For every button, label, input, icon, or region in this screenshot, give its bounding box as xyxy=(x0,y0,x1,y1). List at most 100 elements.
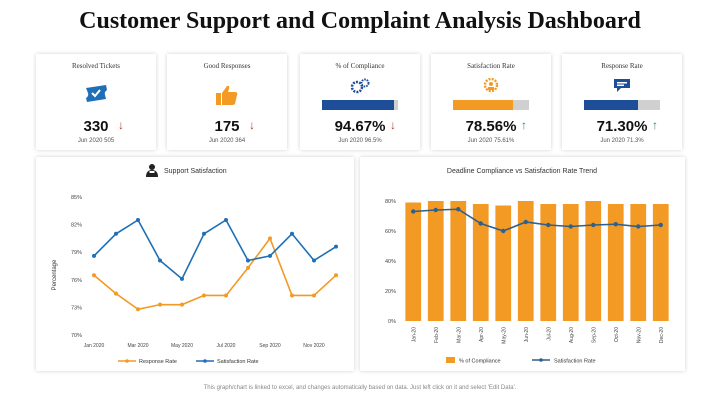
compliance-trend-panel: Deadline Compliance vs Satisfaction Rate… xyxy=(360,157,685,371)
x-tick-label: Sep-20 xyxy=(591,327,597,343)
data-point xyxy=(224,293,228,298)
x-tick-label: Jul-20 xyxy=(546,327,552,341)
y-tick-label: 73% xyxy=(71,305,82,311)
x-tick-label: Jan 2020 xyxy=(84,343,105,349)
bar xyxy=(495,205,512,321)
x-tick-label: May-20 xyxy=(501,327,507,344)
footer-note: This graph/chart is linked to excel, and… xyxy=(203,385,517,391)
kpi-subtext: Jun 2020 71.3% xyxy=(600,138,644,144)
data-point xyxy=(158,258,162,263)
data-point xyxy=(246,258,250,263)
kpi-value: 71.30% xyxy=(596,118,648,135)
compliance-progress-bar xyxy=(322,100,398,110)
kpi-row: Resolved Tickets 330 ↓ Jun 2020 505 Good… xyxy=(36,54,686,150)
y-tick-label: 76% xyxy=(71,278,82,284)
series-line-satisfaction-rate xyxy=(413,208,661,232)
kpi-label: % of Compliance xyxy=(335,62,385,70)
satisfaction-progress-bar xyxy=(453,100,529,110)
kpi-card-satisfaction: Satisfaction Rate 78.56% ↑ Jun 2020 75.6… xyxy=(431,54,551,150)
gears-icon xyxy=(350,78,370,99)
trend-down-icon: ↓ xyxy=(249,118,255,132)
trend-up-icon: ↑ xyxy=(521,118,527,132)
data-point xyxy=(591,222,596,228)
gear-person-icon xyxy=(482,77,500,99)
data-point xyxy=(202,293,206,298)
bar xyxy=(607,204,624,321)
kpi-card-response-rate: Response Rate 71.30% ↑ Jun 2020 71.3% xyxy=(562,54,682,150)
x-tick-label: Dec-20 xyxy=(659,327,665,343)
chat-icon xyxy=(613,78,631,99)
support-satisfaction-panel: Support Satisfaction Percentage 70% 73% 76… xyxy=(36,157,354,371)
data-point xyxy=(114,291,118,296)
kpi-value: 330 xyxy=(83,118,109,135)
data-point xyxy=(158,302,162,307)
kpi-label: Resolved Tickets xyxy=(71,62,121,70)
chart-title: Deadline Compliance vs Satisfaction Rate… xyxy=(447,168,597,175)
data-point xyxy=(546,222,551,228)
bar xyxy=(405,202,422,321)
data-point xyxy=(224,218,228,222)
legend-satisfaction-rate: Satisfaction Rate xyxy=(554,359,596,365)
series-line-response-rate xyxy=(93,236,337,311)
data-point xyxy=(202,231,206,236)
bar xyxy=(652,204,669,321)
legend: % of Compliance Satisfaction Rate xyxy=(446,357,596,365)
person-icon xyxy=(146,164,158,177)
bar xyxy=(585,201,602,321)
data-point xyxy=(658,222,663,228)
data-point xyxy=(613,222,618,227)
y-tick-label: 82% xyxy=(71,223,82,229)
chart-title: Support Satisfaction xyxy=(164,168,227,175)
legend-compliance: % of Compliance xyxy=(459,359,501,365)
kpi-value: 78.56% xyxy=(465,118,517,135)
compliance-trend-chart: Deadline Compliance vs Satisfaction Rate… xyxy=(385,168,669,365)
kpi-label: Satisfaction Rate xyxy=(467,62,515,70)
bar xyxy=(562,204,579,321)
legend-satisfaction-rate: Satisfaction Rate xyxy=(217,359,259,365)
kpi-label: Good Responses xyxy=(203,62,251,70)
data-point xyxy=(92,273,96,278)
x-tick-label: Sep 2020 xyxy=(259,343,281,349)
data-point xyxy=(433,207,438,213)
x-tick-label: Jun-20 xyxy=(524,327,530,343)
y-tick-label: 0% xyxy=(388,319,396,325)
x-tick-label: Mar 2020 xyxy=(127,343,148,349)
y-tick-label: 70% xyxy=(71,333,82,339)
y-tick-label: 80% xyxy=(385,199,396,205)
y-tick-label: 85% xyxy=(71,195,82,201)
legend-response-rate: Response Rate xyxy=(139,359,177,365)
kpi-value: 175 xyxy=(214,118,240,135)
data-point xyxy=(636,224,641,229)
trend-down-icon: ↓ xyxy=(118,118,124,132)
bar xyxy=(517,201,534,321)
data-point xyxy=(268,236,272,241)
ticket-icon xyxy=(84,84,108,109)
x-tick-label: Jul 2020 xyxy=(217,343,236,349)
kpi-card-good-responses: Good Responses 175 ↓ Jun 2020 364 xyxy=(167,54,287,150)
x-tick-label: Mar-20 xyxy=(456,327,462,343)
x-tick-label: May 2020 xyxy=(171,343,193,349)
kpi-subtext: Jun 2020 364 xyxy=(208,138,246,144)
support-satisfaction-chart: Support Satisfaction Percentage 70% 73% 76… xyxy=(52,164,338,365)
bar xyxy=(540,204,557,321)
x-tick-label: Nov-20 xyxy=(636,327,642,343)
data-point xyxy=(523,219,528,225)
y-tick-label: 40% xyxy=(385,259,396,265)
bar xyxy=(450,201,467,321)
data-point xyxy=(501,228,506,234)
kpi-subtext: Jun 2020 96.5% xyxy=(338,138,382,144)
data-point xyxy=(92,253,96,258)
data-point xyxy=(334,273,338,278)
data-point xyxy=(114,231,118,236)
x-tick-label: Oct-20 xyxy=(614,327,620,342)
x-tick-label: Aug-20 xyxy=(569,327,575,343)
y-axis-label: Percentage xyxy=(52,259,58,290)
kpi-label: Response Rate xyxy=(601,62,643,70)
bar xyxy=(427,201,444,321)
data-point xyxy=(568,224,573,229)
data-point xyxy=(180,276,184,281)
y-tick-label: 79% xyxy=(71,250,82,256)
y-tick-label: 20% xyxy=(385,289,396,295)
kpi-subtext: Jun 2020 505 xyxy=(77,138,115,144)
data-point xyxy=(136,218,140,222)
